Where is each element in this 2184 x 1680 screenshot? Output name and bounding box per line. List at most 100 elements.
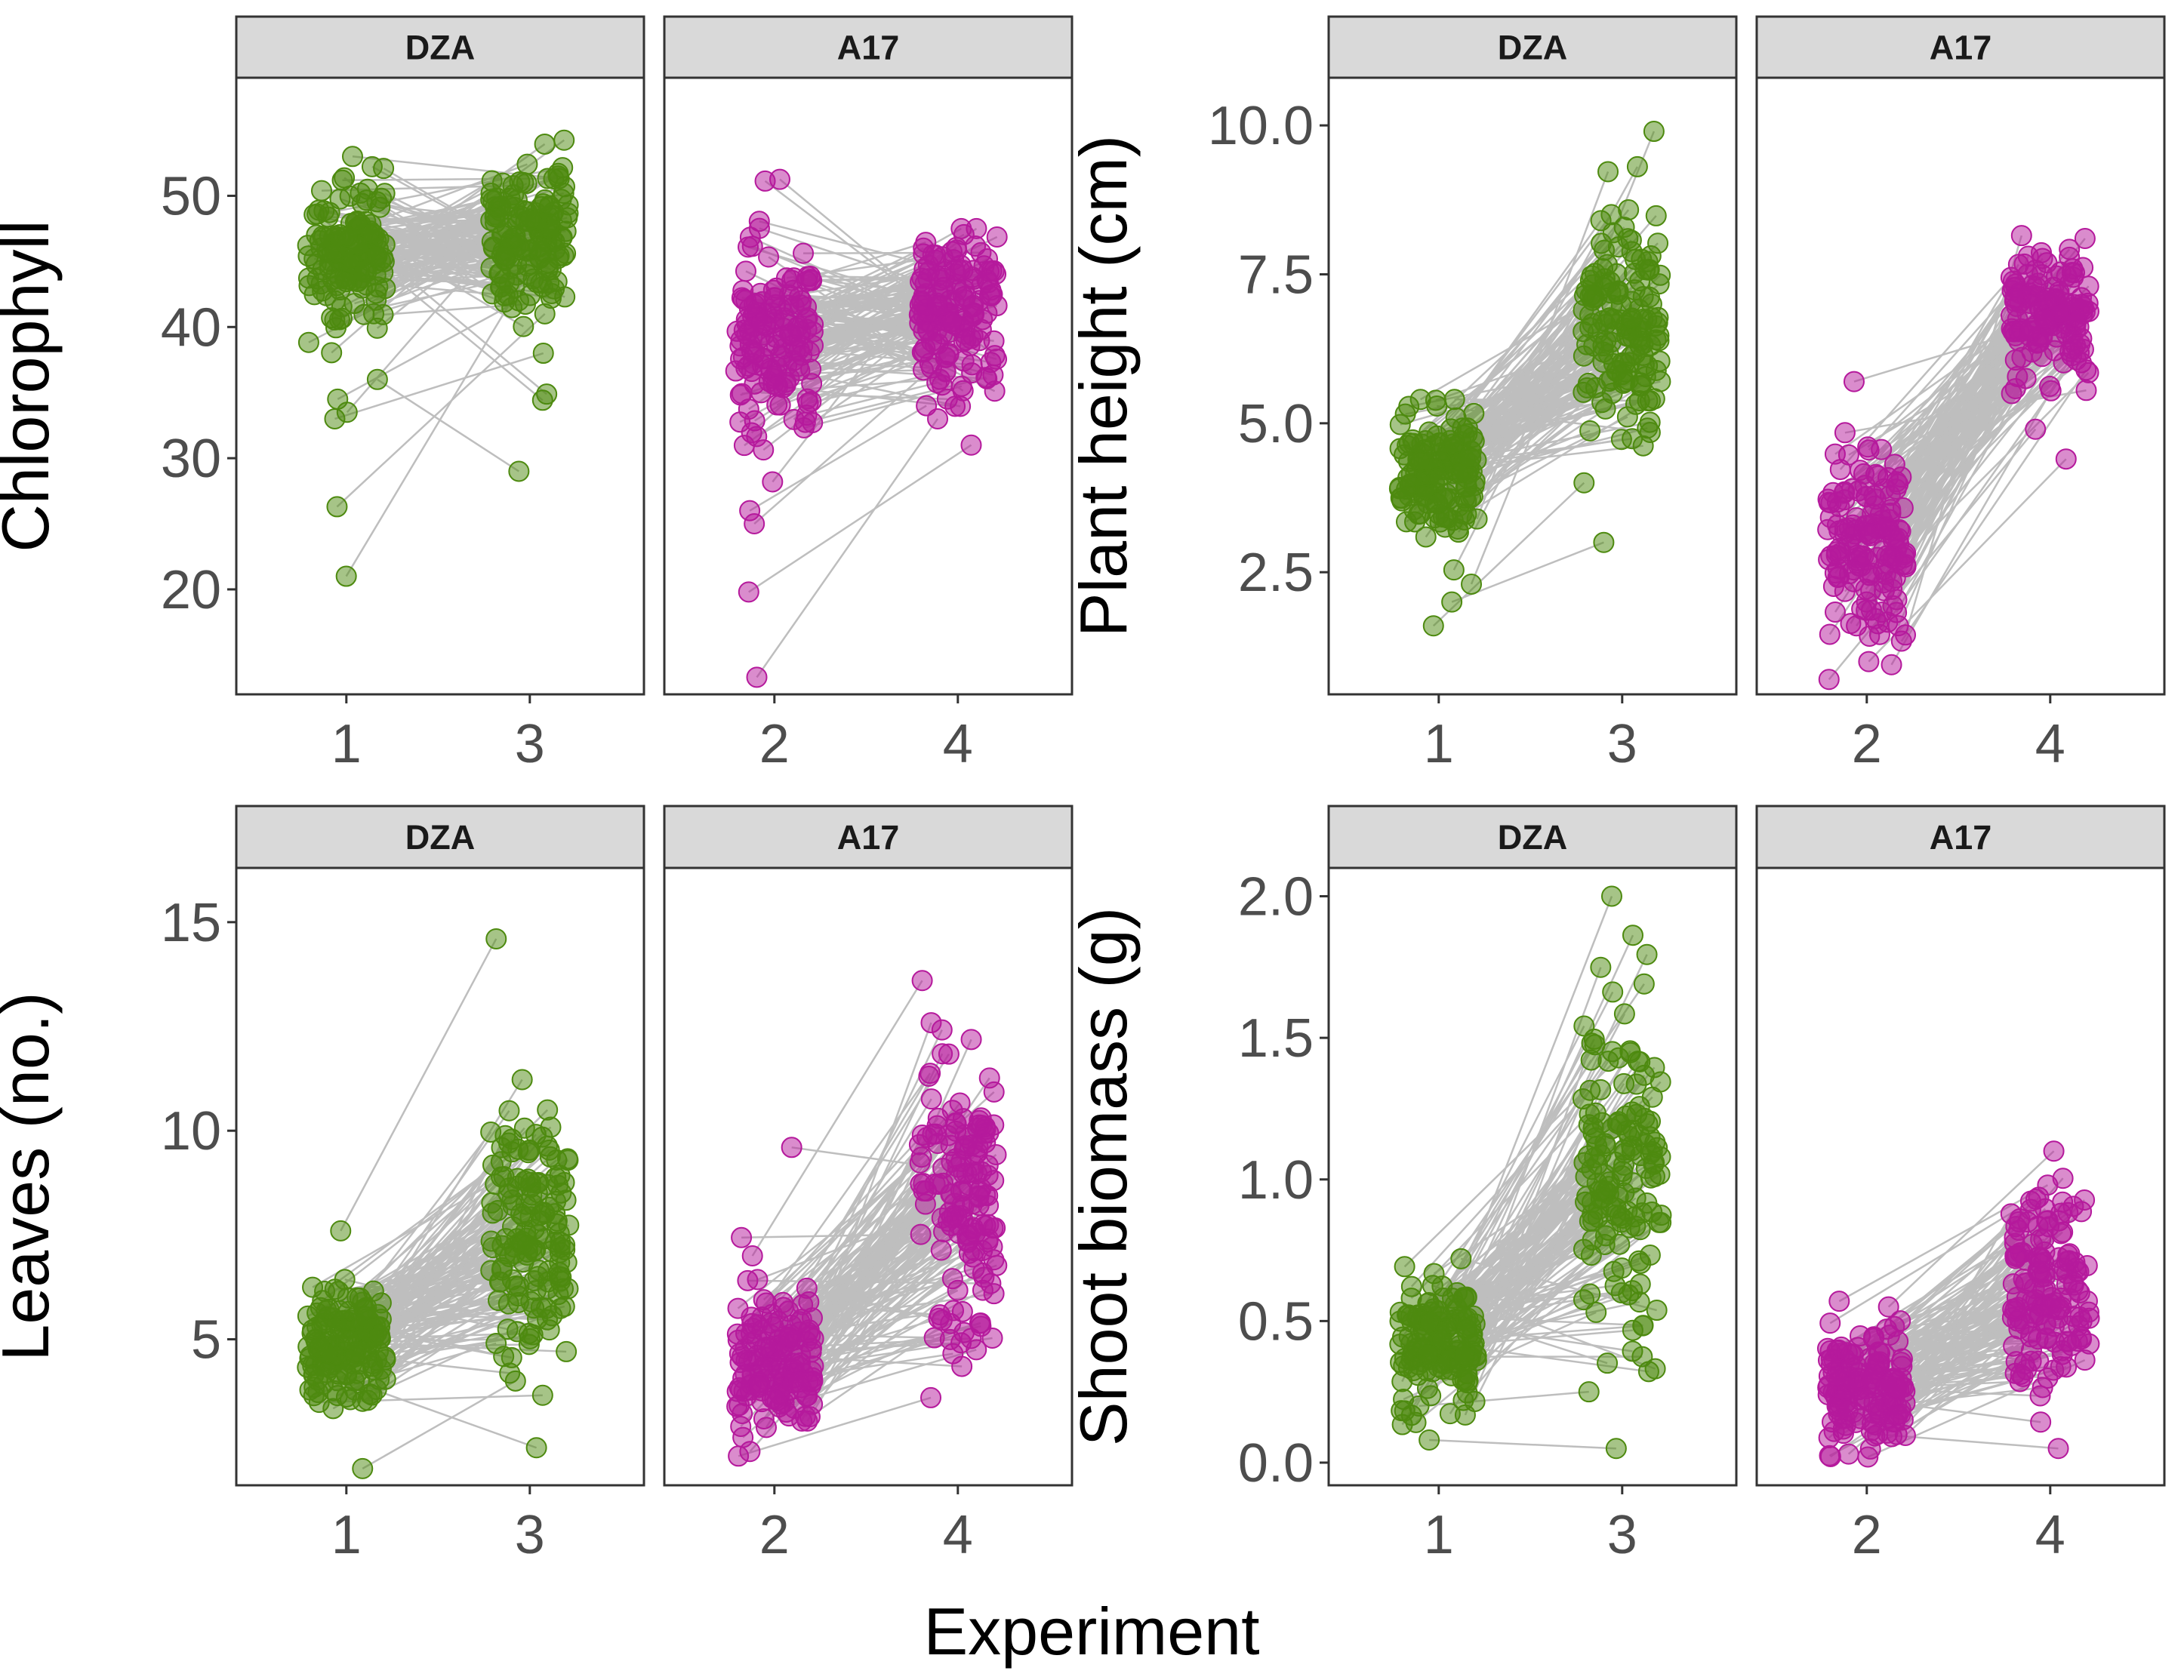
data-point: [1881, 654, 1902, 675]
data-point: [335, 271, 357, 293]
data-point: [531, 389, 553, 411]
data-point: [2013, 1268, 2035, 1290]
data-point: [1887, 528, 1909, 549]
data-point: [1416, 1344, 1438, 1366]
data-point: [2032, 346, 2053, 368]
pair-line: [345, 274, 528, 577]
data-point: [550, 1266, 572, 1288]
data-point: [532, 343, 554, 365]
y-axis-title: Leaves (no.): [0, 992, 63, 1361]
data-point: [746, 666, 768, 688]
data-point: [1590, 956, 1612, 978]
data-point: [552, 157, 574, 179]
data-point: [1863, 1392, 1885, 1414]
y-tick-label: 7.5: [1238, 245, 1314, 305]
data-point: [984, 345, 1006, 367]
data-points: [725, 168, 1008, 688]
facet-strip-label: DZA: [405, 818, 475, 857]
data-point: [733, 435, 755, 457]
data-point: [1618, 199, 1640, 221]
facet-strip-label: A17: [1930, 818, 1992, 857]
x-tick-label: 1: [331, 714, 362, 774]
y-tick-label: 10.0: [1208, 96, 1314, 156]
pair-line: [1412, 294, 1593, 445]
data-point: [356, 274, 377, 296]
data-point: [1645, 205, 1667, 226]
data-point: [741, 235, 763, 257]
data-point: [1598, 1176, 1620, 1198]
data-point: [1573, 1015, 1595, 1037]
data-point: [1861, 1368, 1883, 1389]
data-point: [309, 229, 331, 251]
data-point: [341, 146, 363, 168]
data-point: [781, 1137, 802, 1158]
x-tick-label: 2: [759, 1505, 790, 1565]
data-point: [955, 329, 977, 351]
data-point: [737, 1269, 759, 1291]
data-point: [778, 1326, 800, 1348]
data-point: [1610, 429, 1632, 451]
data-point: [496, 217, 518, 239]
facet-a17: A17 2 4: [1755, 15, 2166, 774]
data-point: [343, 293, 365, 315]
facet-strip: [1327, 805, 1738, 869]
data-point: [1452, 1389, 1474, 1411]
data-point: [318, 1298, 340, 1320]
data-point: [1594, 1133, 1616, 1155]
data-point: [1576, 280, 1597, 302]
facet-strip-label: A17: [837, 818, 900, 857]
data-point: [1890, 466, 1912, 488]
data-point: [1871, 438, 1893, 460]
data-point: [2078, 362, 2099, 383]
data-point: [1837, 1443, 1859, 1465]
data-point: [953, 278, 975, 300]
data-point: [1409, 451, 1431, 472]
data-point: [1403, 499, 1425, 521]
data-point: [488, 1290, 510, 1312]
pair-line: [738, 1396, 932, 1457]
data-point: [753, 1408, 775, 1429]
facet-border: [663, 76, 1074, 696]
data-point: [1423, 1263, 1445, 1285]
data-point: [539, 195, 561, 217]
data-point: [919, 1063, 941, 1085]
facet-border: [235, 866, 645, 1487]
data-point: [520, 208, 542, 229]
data-point: [1859, 523, 1881, 545]
data-point: [504, 1370, 526, 1392]
x-tick-label: 2: [1852, 714, 1882, 774]
data-point: [374, 1346, 396, 1368]
data-point: [1590, 210, 1612, 232]
data-point: [516, 153, 538, 175]
data-point: [913, 359, 935, 381]
data-point: [373, 158, 395, 180]
data-point: [910, 1223, 932, 1245]
data-point: [772, 1291, 794, 1313]
data-point: [911, 970, 933, 992]
data-point: [926, 295, 948, 317]
data-point: [1862, 503, 1884, 525]
data-point: [1650, 371, 1671, 392]
data-points: [297, 928, 580, 1479]
data-point: [2053, 1257, 2075, 1279]
pair-line: [751, 980, 923, 1257]
data-point: [1389, 414, 1411, 435]
data-points: [1388, 121, 1671, 637]
data-point: [558, 1214, 580, 1236]
x-tick-label: 3: [515, 714, 545, 774]
data-point: [961, 362, 983, 384]
data-point: [1627, 1051, 1649, 1072]
data-point: [525, 1280, 547, 1302]
data-point: [976, 269, 998, 291]
data-point: [1650, 1205, 1672, 1226]
data-point: [1408, 1395, 1430, 1417]
data-point: [1822, 575, 1844, 597]
panel-2: Leaves (no.) 5 10 15 DZA 1 3 A17 2 4: [0, 805, 1074, 1565]
pair-line: [748, 444, 972, 593]
data-point: [1450, 1248, 1472, 1269]
x-tick-label: 3: [1607, 1505, 1637, 1565]
data-point: [765, 374, 787, 396]
data-point: [788, 326, 810, 348]
data-point: [2059, 273, 2081, 295]
